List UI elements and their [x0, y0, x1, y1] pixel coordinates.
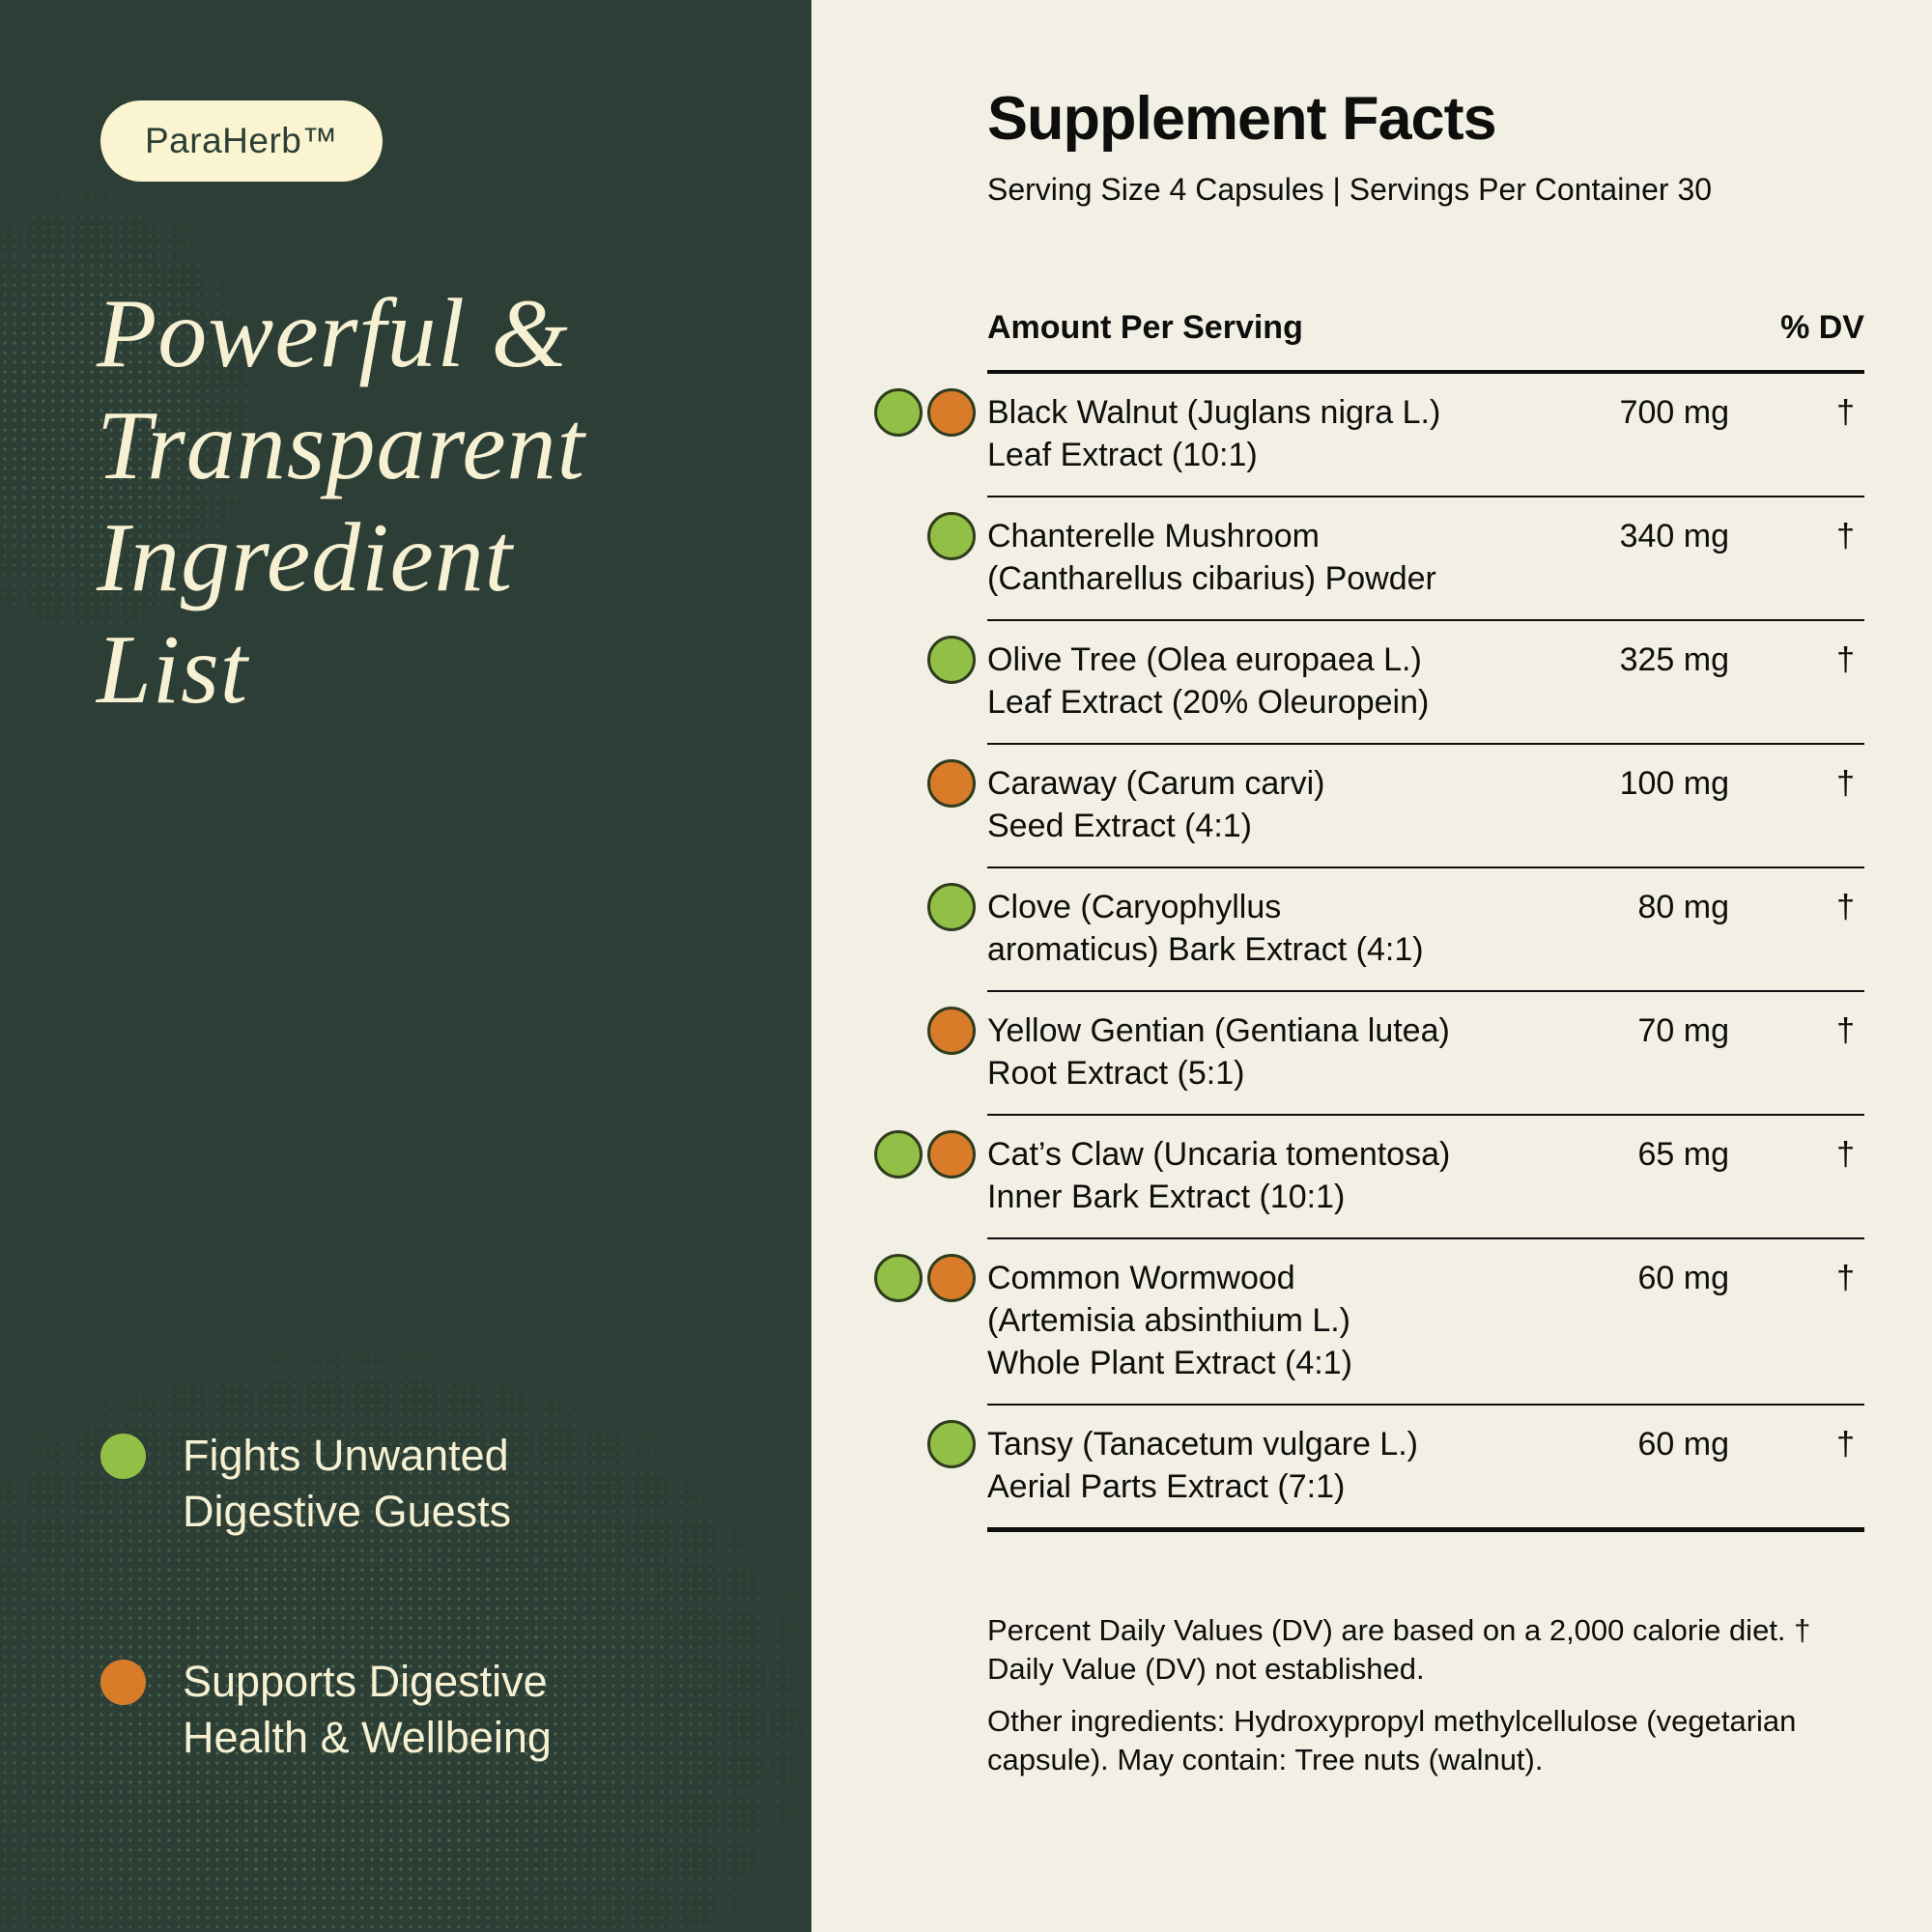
benefit-dots	[862, 512, 976, 560]
ingredient-dv: †	[1836, 1136, 1855, 1173]
benefit-dots	[862, 883, 976, 931]
green-benefit-dot	[927, 883, 976, 931]
ingredient-row: Common Wormwood (Artemisia absinthium L.…	[874, 1239, 1864, 1406]
facts-table-body: Black Walnut (Juglans nigra L.) Leaf Ext…	[874, 374, 1864, 1532]
legend-label: Fights Unwanted Digestive Guests	[183, 1431, 512, 1536]
col-amount-per-serving: Amount Per Serving	[987, 309, 1303, 346]
benefit-dots	[862, 1007, 976, 1055]
ingredient-name: Black Walnut (Juglans nigra L.) Leaf Ext…	[987, 394, 1441, 473]
ingredient-row: Caraway (Carum carvi) Seed Extract (4:1)…	[927, 745, 1864, 868]
legend-label: Supports Digestive Health & Wellbeing	[183, 1657, 552, 1762]
headline: Powerful & Transparent Ingredient List	[97, 279, 586, 724]
ingredient-row: Olive Tree (Olea europaea L.) Leaf Extra…	[927, 621, 1864, 745]
ingredient-row: Black Walnut (Juglans nigra L.) Leaf Ext…	[874, 374, 1864, 497]
ingredient-name: Yellow Gentian (Gentiana lutea) Root Ext…	[987, 1012, 1450, 1092]
facts-table-header: Amount Per Serving % DV	[987, 309, 1864, 374]
supplement-facts-panel: Supplement Facts Serving Size 4 Capsules…	[811, 0, 1932, 1932]
green-benefit-dot	[874, 1254, 923, 1302]
ingredient-dv: †	[1836, 518, 1855, 554]
orange-benefit-dot	[927, 388, 976, 437]
benefit-dots	[862, 1254, 976, 1302]
ingredient-amount: 100 mg	[1619, 765, 1729, 802]
ingredient-dv: †	[1836, 394, 1855, 431]
orange-benefit-dot	[927, 1254, 976, 1302]
facts-table: Amount Per Serving % DV Black Walnut (Ju…	[874, 309, 1864, 1532]
ingredient-dv: †	[1836, 1260, 1855, 1296]
ingredient-amount: 340 mg	[1619, 518, 1729, 554]
ingredient-row: Chanterelle Mushroom (Cantharellus cibar…	[927, 497, 1864, 621]
benefit-dots	[862, 388, 976, 437]
benefit-dots	[862, 759, 976, 808]
green-benefit-dot	[927, 1420, 976, 1468]
legend-item: Supports Digestive Health & Wellbeing	[100, 1654, 552, 1766]
other-ingredients-footnote: Other ingredients: Hydroxypropyl methylc…	[987, 1704, 1797, 1776]
stipple-texture-top	[0, 145, 290, 686]
stipple-texture-bottom	[0, 1285, 811, 1932]
benefit-dots	[862, 636, 976, 684]
ingredient-name: Caraway (Carum carvi) Seed Extract (4:1)	[987, 765, 1325, 844]
green-legend-dot	[100, 1434, 146, 1479]
brand-panel: ParaHerb™ Powerful & Transparent Ingredi…	[0, 0, 811, 1932]
green-benefit-dot	[874, 388, 923, 437]
orange-legend-dot	[100, 1660, 146, 1705]
brand-badge-label: ParaHerb™	[145, 121, 338, 160]
ingredient-row: Tansy (Tanacetum vulgare L.) Aerial Part…	[927, 1406, 1864, 1532]
footnotes: Percent Daily Values (DV) are based on a…	[987, 1611, 1864, 1779]
ingredient-dv: †	[1836, 1426, 1855, 1463]
benefit-dots	[862, 1420, 976, 1468]
ingredient-amount: 700 mg	[1619, 394, 1729, 431]
ingredient-amount: 60 mg	[1637, 1426, 1730, 1463]
brand-badge: ParaHerb™	[100, 100, 383, 182]
col-percent-dv: % DV	[1780, 309, 1864, 346]
ingredient-dv: †	[1836, 1012, 1855, 1049]
orange-benefit-dot	[927, 759, 976, 808]
ingredient-dv: †	[1836, 765, 1855, 802]
serving-info: Serving Size 4 Capsules | Servings Per C…	[987, 172, 1713, 207]
ingredient-dv: †	[1836, 641, 1855, 678]
ingredient-amount: 325 mg	[1619, 641, 1729, 678]
ingredient-name: Chanterelle Mushroom (Cantharellus cibar…	[987, 518, 1436, 597]
ingredient-row: Cat’s Claw (Uncaria tomentosa) Inner Bar…	[874, 1116, 1864, 1239]
legend-item: Fights Unwanted Digestive Guests	[100, 1428, 552, 1540]
ingredient-name: Olive Tree (Olea europaea L.) Leaf Extra…	[987, 641, 1430, 721]
green-benefit-dot	[874, 1130, 923, 1179]
ingredient-dv: †	[1836, 889, 1855, 925]
ingredient-amount: 60 mg	[1637, 1260, 1730, 1296]
ingredient-name: Cat’s Claw (Uncaria tomentosa) Inner Bar…	[987, 1136, 1451, 1215]
orange-benefit-dot	[927, 1007, 976, 1055]
ingredient-name: Clove (Caryophyllus aromaticus) Bark Ext…	[987, 889, 1424, 968]
ingredient-name: Tansy (Tanacetum vulgare L.) Aerial Part…	[987, 1426, 1418, 1505]
green-benefit-dot	[927, 512, 976, 560]
ingredient-amount: 80 mg	[1637, 889, 1730, 925]
facts-title: Supplement Facts	[987, 85, 1497, 153]
ingredient-amount: 65 mg	[1637, 1136, 1730, 1173]
legend: Fights Unwanted Digestive Guests Support…	[100, 1428, 552, 1880]
orange-benefit-dot	[927, 1130, 976, 1179]
ingredient-amount: 70 mg	[1637, 1012, 1730, 1049]
green-benefit-dot	[927, 636, 976, 684]
ingredient-name: Common Wormwood (Artemisia absinthium L.…	[987, 1260, 1352, 1381]
ingredient-row: Yellow Gentian (Gentiana lutea) Root Ext…	[927, 992, 1864, 1116]
ingredient-row: Clove (Caryophyllus aromaticus) Bark Ext…	[927, 868, 1864, 992]
dv-footnote: Percent Daily Values (DV) are based on a…	[987, 1613, 1811, 1686]
benefit-dots	[862, 1130, 976, 1179]
